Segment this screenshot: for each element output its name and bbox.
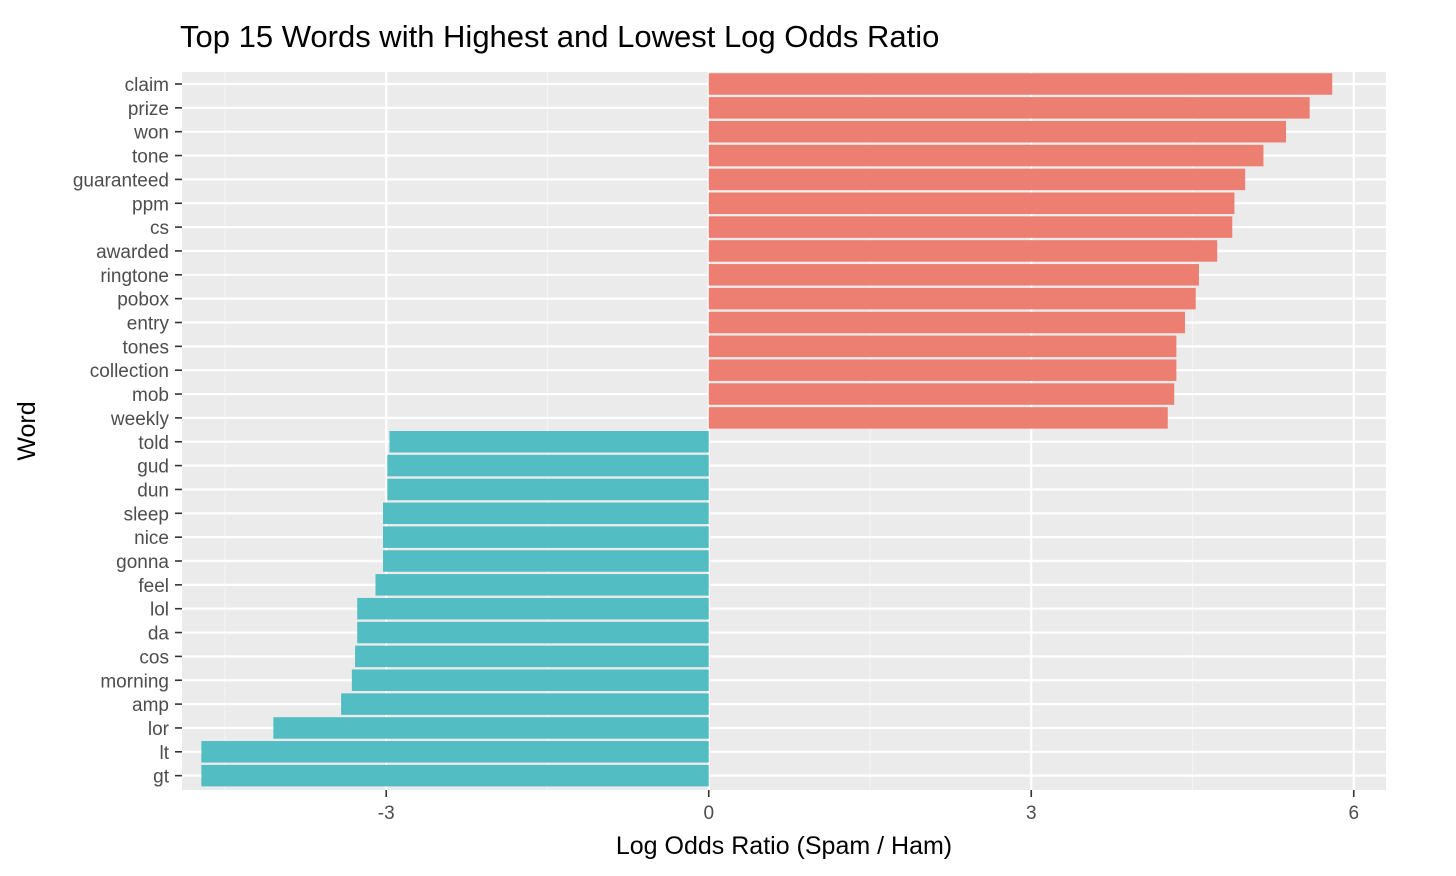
y-tick-label-tone: tone (132, 147, 169, 168)
bar-layer (201, 73, 1333, 787)
y-tick-label-guaranteed: guaranteed (73, 170, 169, 191)
y-tick-label-collection: collection (90, 361, 169, 382)
y-tick-label-weekly: weekly (110, 409, 170, 430)
bar-lor (273, 717, 709, 739)
bar-gonna (383, 550, 709, 572)
y-tick-label-entry: entry (127, 314, 170, 335)
bar-dun (387, 478, 709, 501)
y-tick-label-lor: lor (148, 719, 170, 740)
bar-nice (383, 526, 709, 548)
y-tick-label-da: da (148, 624, 170, 645)
bar-feel (375, 574, 709, 596)
y-tick-label-pobox: pobox (117, 290, 169, 311)
y-tick-label-nice: nice (134, 528, 169, 549)
y-tick-label-morning: morning (100, 671, 169, 692)
bar-awarded (708, 240, 1218, 262)
bar-won (708, 120, 1287, 143)
y-tick-label-lol: lol (150, 600, 169, 621)
bar-told (389, 431, 709, 453)
y-tick-label-gud: gud (137, 457, 169, 478)
x-axis: -3 0 3 6 (378, 790, 1359, 824)
y-tick-label-lt: lt (160, 743, 170, 764)
y-tick-label-mob: mob (132, 385, 169, 406)
bar-gud (387, 454, 709, 477)
bar-da (357, 621, 709, 644)
x-tick-label: 6 (1348, 803, 1359, 824)
bar-lol (357, 597, 709, 620)
y-axis-title: Word (13, 401, 41, 460)
x-axis-title: Log Odds Ratio (Spam / Ham) (616, 832, 952, 860)
chart-title: Top 15 Words with Highest and Lowest Log… (180, 19, 939, 54)
y-tick-label-sleep: sleep (124, 504, 169, 525)
bar-tones (708, 335, 1177, 358)
x-tick-label: 0 (703, 803, 714, 824)
bar-amp (341, 693, 709, 715)
y-tick-label-ppm: ppm (132, 194, 169, 215)
y-tick-label-amp: amp (132, 695, 169, 716)
bar-cs (708, 216, 1233, 238)
y-tick-label-told: told (138, 433, 169, 454)
bar-weekly (708, 407, 1168, 429)
bar-lt (201, 741, 709, 763)
y-tick-label-cos: cos (139, 647, 169, 668)
bar-pobox (708, 287, 1196, 310)
y-tick-label-awarded: awarded (96, 242, 169, 263)
x-tick-label: -3 (378, 803, 395, 824)
y-tick-label-won: won (133, 123, 169, 144)
bar-morning (351, 669, 709, 691)
bar-guaranteed (708, 168, 1246, 191)
y-tick-label-cs: cs (150, 218, 169, 239)
x-tick-label: 3 (1026, 803, 1037, 824)
y-tick-label-gonna: gonna (116, 552, 169, 573)
bar-entry (708, 311, 1185, 334)
bar-sleep (383, 502, 709, 525)
bar-gt (201, 764, 709, 787)
bar-ppm (708, 192, 1235, 214)
y-tick-label-claim: claim (125, 75, 169, 96)
bar-collection (708, 359, 1177, 381)
bar-claim (708, 73, 1333, 95)
y-tick-label-tones: tones (123, 337, 169, 358)
bar-cos (355, 645, 709, 668)
y-tick-label-dun: dun (137, 480, 169, 501)
y-tick-label-ringtone: ringtone (100, 266, 169, 287)
y-tick-label-gt: gt (153, 767, 170, 788)
bar-ringtone (708, 264, 1199, 286)
bar-tone (708, 144, 1264, 167)
bar-mob (708, 383, 1175, 405)
y-tick-label-feel: feel (138, 576, 169, 597)
bar-prize (708, 97, 1310, 119)
y-tick-label-prize: prize (128, 99, 169, 120)
